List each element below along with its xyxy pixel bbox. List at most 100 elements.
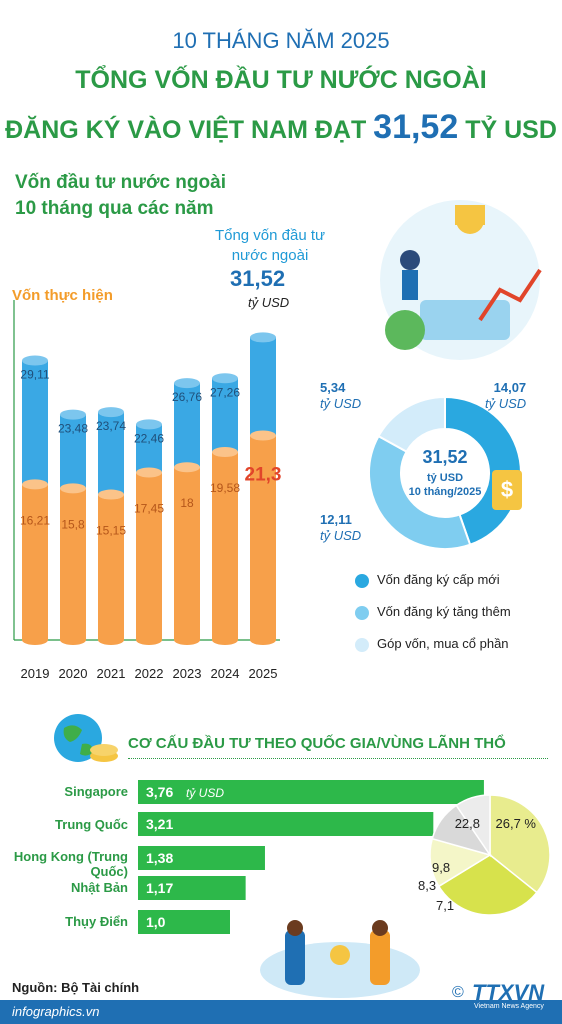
slice1-value: 14,07 — [493, 380, 527, 395]
country-bar — [138, 846, 265, 870]
bar-base — [22, 635, 48, 645]
total-label-line1: Tổng vốn đầu tư — [214, 227, 326, 244]
bar-base — [136, 635, 162, 645]
share-pie-label: 26,7 % — [496, 816, 537, 831]
total-bar-top — [174, 378, 200, 389]
header-line3-prefix: ĐĂNG KÝ VÀO VIỆT NAM ĐẠT — [5, 116, 367, 144]
country-label-japan: Nhật Bản — [70, 880, 128, 895]
country-bar-value: 1,17 — [146, 880, 173, 896]
share-pie-label: 22,8 — [455, 816, 480, 831]
total-bar-top — [212, 373, 238, 384]
source-note: Nguồn: Bộ Tài chính — [12, 980, 140, 995]
total-bar-top — [98, 407, 124, 418]
realized-bar-top — [212, 447, 238, 458]
handshake-illustration — [260, 920, 420, 998]
realized-bar-top — [60, 483, 86, 494]
year-tick-label: 2025 — [249, 666, 278, 681]
total-unit: tỷ USD — [248, 295, 290, 310]
total-value-label: 29,11 — [20, 368, 49, 382]
slice1-unit: tỷ USD — [485, 396, 527, 411]
realized-bar — [174, 467, 200, 640]
realized-value-label: 16,21 — [20, 513, 50, 527]
title-underline — [128, 758, 548, 759]
year-tick-label: 2020 — [59, 666, 88, 681]
legend-label: Góp vốn, mua cổ phần — [377, 636, 509, 651]
donut-center-value: 31,52 — [422, 447, 467, 467]
country-bar-value: 3,76 — [146, 784, 173, 800]
year-tick-label: 2023 — [173, 666, 202, 681]
country-bar — [138, 876, 246, 900]
country-bar — [138, 812, 434, 836]
realized-bar-top — [22, 479, 48, 490]
realized-bar — [250, 435, 276, 640]
share-pie-label: 9,8 — [432, 860, 450, 875]
legend-dot-icon — [355, 573, 369, 588]
subtitle-line2: 10 tháng qua các năm — [15, 198, 214, 219]
slice2-unit: tỷ USD — [320, 528, 362, 543]
country-bar-value: 1,38 — [146, 850, 173, 866]
header-line1: 10 THÁNG NĂM 2025 — [172, 28, 390, 53]
total-value-label: 26,76 — [172, 390, 202, 404]
bar-base — [250, 635, 276, 645]
share-pie-label: 7,1 — [436, 898, 454, 913]
total-bar-top — [250, 332, 276, 343]
realized-value-label: 15,8 — [61, 517, 85, 531]
realized-bar — [98, 494, 124, 640]
country-bar-value: 1,0 — [146, 914, 166, 930]
country-label-hongkong: Hong Kong (Trung Quốc) — [13, 849, 128, 879]
realized-bar-top — [250, 430, 276, 441]
realized-value-label: 17,45 — [134, 501, 164, 515]
copyright-icon: © — [452, 984, 464, 1001]
legend-item-increase: Vốn đăng ký tăng thêm — [355, 604, 511, 620]
total-value-label: 23,48 — [58, 422, 88, 436]
total-value-label: 22,46 — [134, 431, 164, 445]
total-value-label: 23,74 — [96, 419, 126, 433]
total-label-line2: nước ngoài — [231, 247, 309, 264]
bar-base — [60, 635, 86, 645]
chart-subtitle: Vốn đầu tư nước ngoài 10 tháng qua các n… — [15, 170, 226, 222]
year-tick-label: 2021 — [97, 666, 126, 681]
year-tick-label: 2019 — [21, 666, 50, 681]
realized-bar-top — [98, 489, 124, 500]
donut-center-unit: tỷ USD — [427, 472, 463, 484]
dollar-bill-icon: $ — [492, 470, 522, 510]
slice3-value: 5,34 — [320, 380, 346, 395]
donut-slice — [368, 434, 472, 550]
legend-dot-icon — [355, 605, 369, 620]
investment-illustration — [380, 200, 542, 360]
total-bar-top — [22, 355, 48, 366]
header-total-value: 31,52 — [373, 108, 459, 146]
year-tick-label: 2024 — [211, 666, 240, 681]
globe-icon — [54, 714, 118, 762]
site-link[interactable]: infographics.vn — [12, 1004, 100, 1019]
legend-label: Vốn đăng ký tăng thêm — [377, 604, 511, 619]
legend-item-new: Vốn đăng ký cấp mới — [355, 572, 500, 588]
realized-bar — [212, 452, 238, 640]
header-unit: TỶ USD — [465, 116, 557, 144]
country-bar-chart: 3,76 tỷ USD 3,21 1,38 1,17 1,0 26,7 % 22,8 9,8 8… — [138, 780, 551, 934]
realized-bar — [136, 472, 162, 640]
share-pie-slice — [489, 794, 551, 894]
legend-label: Vốn đăng ký cấp mới — [377, 572, 500, 587]
realized-value-label: 15,15 — [96, 524, 126, 538]
footer-bar — [0, 1000, 562, 1024]
realized-value-label: 18 — [180, 496, 194, 510]
donut-label-new: 14,07 tỷ USD — [485, 380, 526, 412]
realized-value-label: 21,3 — [245, 465, 282, 486]
country-bar-value: 3,21 — [146, 816, 173, 832]
share-pie-slice — [455, 794, 491, 858]
year-tick-label: 2022 — [135, 666, 164, 681]
header-line3: ĐĂNG KÝ VÀO VIỆT NAM ĐẠT 31,52 TỶ USD — [0, 108, 562, 147]
total-label: Tổng vốn đầu tư nước ngoài — [205, 226, 335, 266]
brand-sub: Vietnam News Agency — [474, 1003, 544, 1010]
legend-item-shares: Góp vốn, mua cổ phần — [355, 636, 509, 652]
subtitle-line1: Vốn đầu tư nước ngoài — [15, 172, 226, 193]
total-value: 31,52 — [230, 266, 286, 291]
slice3-unit: tỷ USD — [320, 396, 362, 411]
header-line2: TỔNG VỐN ĐẦU TƯ NƯỚC NGOÀI — [75, 66, 487, 94]
bar-base — [98, 635, 124, 645]
yearly-bar-chart: 29,11 16,21 2019 23,48 15,8 2020 23,74 15,15 202… — [13, 300, 282, 681]
share-pie-label: 8,3 — [418, 878, 436, 893]
donut-label-increase: 12,11 tỷ USD — [320, 512, 361, 544]
total-value-label: 27,26 — [210, 385, 240, 399]
